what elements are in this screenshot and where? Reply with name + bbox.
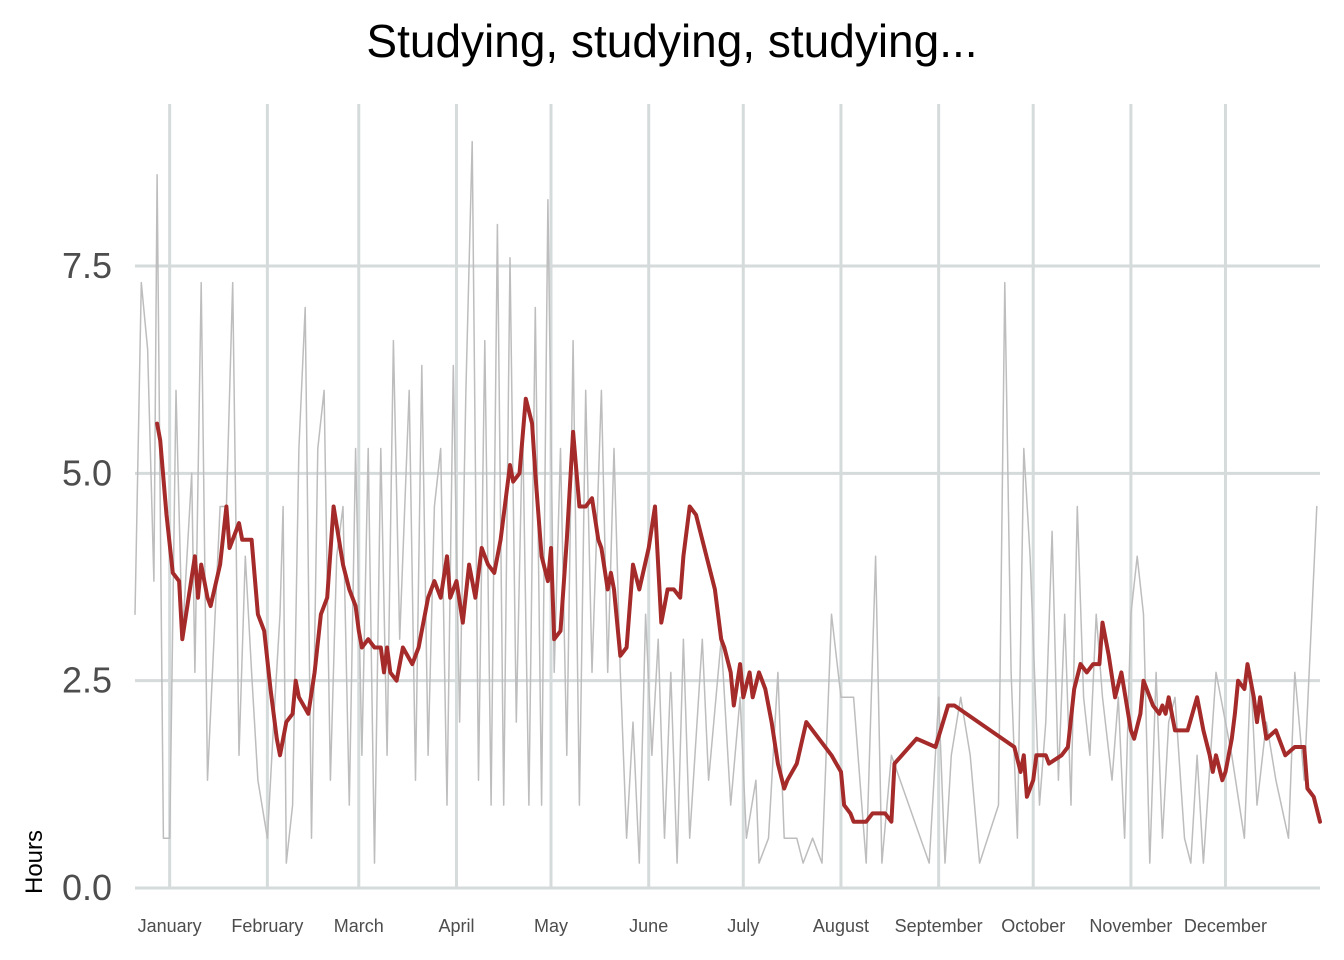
- smoothed-hours-line: [155, 396, 1322, 824]
- x-tick-label: October: [1001, 916, 1065, 936]
- y-axis-ticks: 0.0 2.5 5.0 7.5: [62, 245, 112, 908]
- y-tick-label: 7.5: [62, 245, 112, 286]
- x-tick-label: June: [629, 916, 668, 936]
- y-tick-label: 0.0: [62, 867, 112, 908]
- y-axis-label: Hours: [21, 830, 48, 894]
- x-axis-ticks: January February March April May June July Augu…: [138, 916, 1267, 936]
- x-tick-label: February: [231, 916, 303, 936]
- x-tick-label: December: [1184, 916, 1267, 936]
- daily-hours-line: [134, 140, 1318, 864]
- x-tick-label: November: [1089, 916, 1172, 936]
- y-tick-label: 5.0: [62, 452, 112, 493]
- x-tick-label: April: [438, 916, 474, 936]
- y-tick-label: 2.5: [62, 660, 112, 701]
- x-tick-label: May: [534, 916, 568, 936]
- chart-title: Studying, studying, studying...: [366, 15, 978, 67]
- x-tick-label: March: [334, 916, 384, 936]
- x-tick-label: July: [727, 916, 759, 936]
- x-tick-label: January: [138, 916, 202, 936]
- x-tick-label: September: [895, 916, 983, 936]
- series-lines: [134, 140, 1322, 864]
- x-tick-label: August: [813, 916, 869, 936]
